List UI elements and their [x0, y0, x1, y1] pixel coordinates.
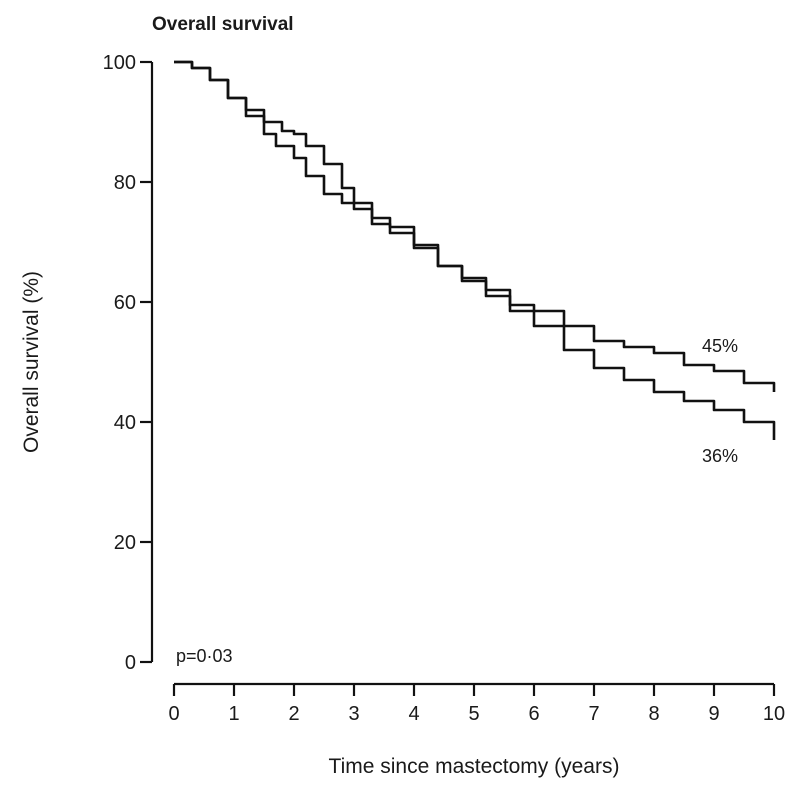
y-axis-label: Overall survival (%): [20, 271, 43, 453]
y-tick-label-20: 20: [114, 532, 136, 554]
series-group: [174, 60, 776, 440]
y-tick-label-60: 60: [114, 292, 136, 314]
x-axis: Time since mastectomy (years): [174, 682, 774, 778]
x-tick-label-7: 7: [588, 703, 599, 725]
chart-title: Overall survival: [152, 14, 294, 35]
p-value-annotation: p=0·03: [176, 646, 233, 666]
x-tick-label-9: 9: [708, 703, 719, 725]
x-axis-label: Time since mastectomy (years): [329, 755, 620, 778]
x-tick-label-3: 3: [348, 703, 359, 725]
x-tick-label-4: 4: [408, 703, 419, 725]
y-tick-label-40: 40: [114, 412, 136, 434]
x-tick-label-2: 2: [288, 703, 299, 725]
y-tick-label-80: 80: [114, 172, 136, 194]
survival-curve-2: [174, 60, 776, 392]
y-tick-label-0: 0: [125, 652, 136, 674]
x-tick-label-8: 8: [648, 703, 659, 725]
x-ticks: 0 1 2 3 4 5 6 7 8 9 10: [168, 684, 785, 725]
y-ticks: 0 20 40 60 80 100: [103, 52, 152, 674]
x-tick-label-10: 10: [763, 703, 785, 725]
upper-curve-end-label: 45%: [702, 336, 738, 356]
y-tick-label-100: 100: [103, 52, 136, 74]
x-tick-label-5: 5: [468, 703, 479, 725]
x-tick-label-0: 0: [168, 703, 179, 725]
x-tick-label-6: 6: [528, 703, 539, 725]
y-axis: Overall survival (%): [20, 62, 154, 662]
x-tick-label-1: 1: [228, 703, 239, 725]
lower-curve-end-label: 36%: [702, 446, 738, 466]
